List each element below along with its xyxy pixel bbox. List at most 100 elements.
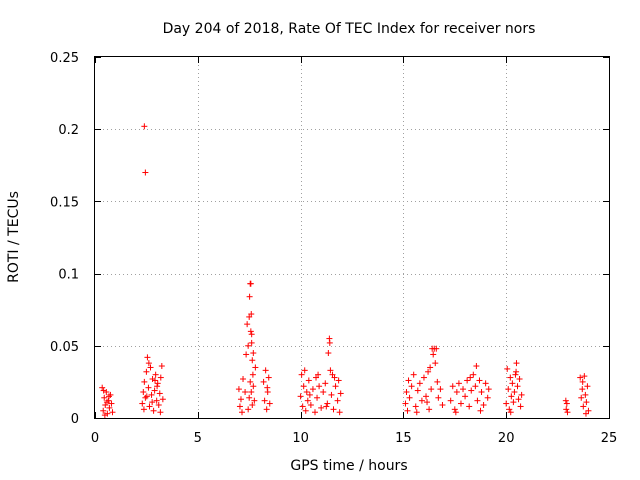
data-point — [142, 394, 149, 401]
data-point — [324, 400, 331, 407]
y-tick-label: 0.1 — [58, 268, 79, 283]
data-point — [105, 393, 112, 400]
data-point — [266, 400, 273, 407]
data-point — [307, 402, 314, 409]
data-point — [263, 406, 270, 413]
data-point — [159, 396, 166, 403]
data-point — [513, 360, 520, 367]
data-point — [148, 391, 155, 398]
data-point — [248, 339, 255, 346]
data-point — [245, 406, 252, 413]
data-point — [514, 383, 521, 390]
data-point — [562, 397, 569, 404]
data-point — [462, 393, 469, 400]
data-point — [451, 406, 458, 413]
data-point — [581, 373, 588, 380]
data-point — [563, 400, 570, 407]
data-point — [150, 407, 157, 414]
data-point — [240, 376, 247, 383]
data-point — [336, 409, 343, 416]
data-point — [246, 394, 253, 401]
x-axis-ticks: 0 5 10 15 20 25 — [91, 57, 617, 446]
data-point — [140, 389, 147, 396]
data-point — [249, 402, 256, 409]
data-point — [103, 389, 110, 396]
data-point — [509, 380, 516, 387]
y-tick-label: 0.25 — [50, 51, 79, 66]
data-point — [261, 397, 268, 404]
data-point — [152, 377, 159, 384]
data-point — [250, 383, 257, 390]
data-point — [583, 399, 590, 406]
data-point — [403, 389, 410, 396]
data-point — [423, 393, 430, 400]
data-point — [109, 409, 116, 416]
data-point — [105, 397, 112, 404]
data-point — [318, 404, 325, 411]
data-point — [237, 396, 244, 403]
data-point — [315, 371, 322, 378]
data-point — [517, 403, 524, 410]
data-point — [426, 406, 433, 413]
data-point — [299, 403, 306, 410]
data-point — [485, 386, 492, 393]
data-point — [582, 410, 589, 417]
data-point — [157, 409, 164, 416]
data-point — [264, 384, 271, 391]
data-point — [247, 280, 254, 287]
data-point — [435, 394, 442, 401]
data-point — [402, 400, 409, 407]
data-point — [477, 407, 484, 414]
data-point — [564, 409, 571, 416]
data-point — [158, 363, 165, 370]
data-point — [474, 397, 481, 404]
data-point — [460, 386, 467, 393]
data-point — [143, 368, 150, 375]
data-point — [303, 389, 310, 396]
data-point — [149, 399, 156, 406]
data-point — [245, 342, 252, 349]
data-point — [447, 397, 454, 404]
data-point — [250, 350, 257, 357]
data-point — [512, 371, 519, 378]
y-tick-label: 0.05 — [50, 340, 79, 355]
data-point — [416, 380, 423, 387]
data-point — [433, 345, 440, 352]
x-tick-label: 15 — [395, 431, 412, 446]
data-point — [323, 403, 330, 410]
data-point — [328, 391, 335, 398]
data-point — [467, 374, 474, 381]
data-point — [301, 367, 308, 374]
x-tick-label: 10 — [292, 431, 309, 446]
data-point — [106, 404, 113, 411]
data-point — [107, 391, 114, 398]
data-point — [249, 357, 256, 364]
data-point — [300, 383, 307, 390]
data-point — [452, 409, 459, 416]
data-point — [425, 368, 432, 375]
y-axis-ticks: 0 0.05 0.1 0.15 0.2 0.25 — [50, 51, 609, 427]
data-point — [152, 371, 159, 378]
data-point — [424, 399, 431, 406]
data-point — [262, 367, 269, 374]
data-point — [103, 399, 110, 406]
data-point — [309, 386, 316, 393]
data-point — [306, 391, 313, 398]
data-point — [249, 371, 256, 378]
data-point — [322, 380, 329, 387]
data-point — [504, 365, 511, 372]
data-point — [326, 339, 333, 346]
data-point — [316, 383, 323, 390]
data-point — [235, 386, 242, 393]
data-point — [510, 399, 517, 406]
data-point — [580, 403, 587, 410]
data-point — [506, 406, 513, 413]
data-point — [511, 389, 518, 396]
data-point — [582, 391, 589, 398]
data-point — [265, 374, 272, 381]
data-point — [304, 397, 311, 404]
data-point — [297, 393, 304, 400]
data-point — [406, 394, 413, 401]
data-point — [466, 403, 473, 410]
